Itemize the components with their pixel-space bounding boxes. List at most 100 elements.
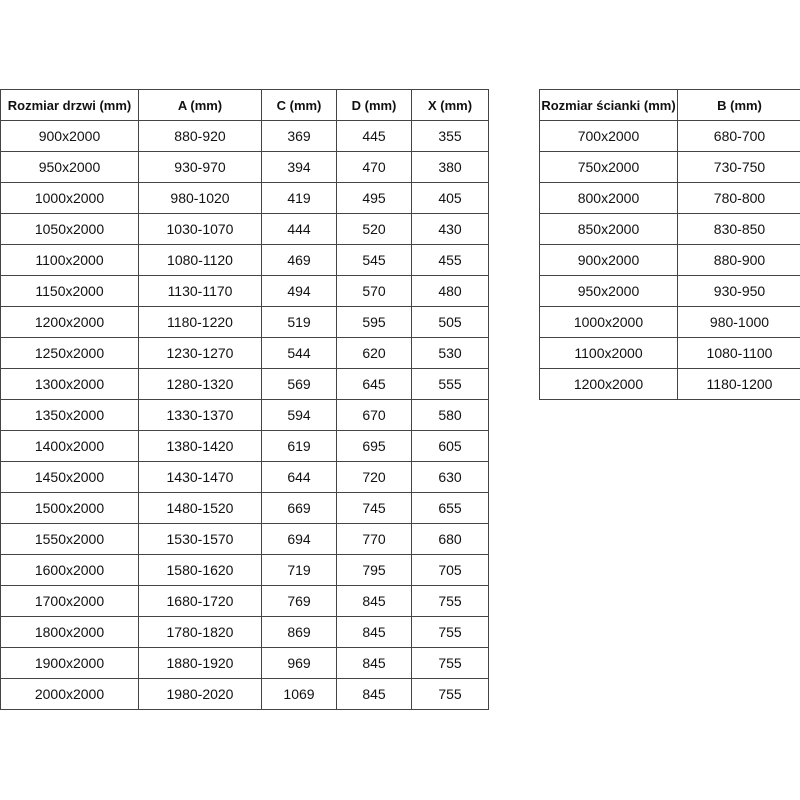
table-row: 1050x2000 1030-1070 444 520 430 (0, 213, 489, 245)
table-cell: 719 (261, 554, 337, 586)
table-cell: 405 (411, 182, 489, 214)
table-cell: 705 (411, 554, 489, 586)
table-cell: 795 (336, 554, 412, 586)
table-cell: 670 (336, 399, 412, 431)
table-row: 900x2000 880-920 369 445 355 (0, 120, 489, 152)
column-header: B (mm) (677, 89, 800, 121)
table-cell: 430 (411, 213, 489, 245)
column-header: Rozmiar drzwi (mm) (0, 89, 139, 121)
table-cell: 845 (336, 616, 412, 648)
table-cell: 1000x2000 (539, 306, 678, 338)
table-row: 1500x2000 1480-1520 669 745 655 (0, 492, 489, 524)
column-header: X (mm) (411, 89, 489, 121)
table-cell: 570 (336, 275, 412, 307)
table-cell: 845 (336, 647, 412, 679)
table-row: 1550x2000 1530-1570 694 770 680 (0, 523, 489, 555)
table-cell: 694 (261, 523, 337, 555)
table-cell: 1800x2000 (0, 616, 139, 648)
table-cell: 880-900 (677, 244, 800, 276)
table-header-row: Rozmiar drzwi (mm) A (mm) C (mm) D (mm) X (m… (0, 89, 489, 121)
table-cell: 1450x2000 (0, 461, 139, 493)
table-cell: 980-1020 (138, 182, 262, 214)
table-cell: 519 (261, 306, 337, 338)
table-cell: 530 (411, 337, 489, 369)
table-cell: 750x2000 (539, 151, 678, 183)
table-row: 900x2000 880-900 (539, 244, 800, 276)
table-cell: 1780-1820 (138, 616, 262, 648)
table-cell: 1080-1100 (677, 337, 800, 369)
table-cell: 850x2000 (539, 213, 678, 245)
table-cell: 1280-1320 (138, 368, 262, 400)
table-cell: 495 (336, 182, 412, 214)
table-row: 950x2000 930-970 394 470 380 (0, 151, 489, 183)
table-cell: 1400x2000 (0, 430, 139, 462)
table-cell: 755 (411, 585, 489, 617)
table-cell: 969 (261, 647, 337, 679)
column-header: C (mm) (261, 89, 337, 121)
table-cell: 2000x2000 (0, 678, 139, 710)
table-cell: 1600x2000 (0, 554, 139, 586)
table-cell: 1080-1120 (138, 244, 262, 276)
table-cell: 1180-1220 (138, 306, 262, 338)
table-cell: 644 (261, 461, 337, 493)
table-cell: 1550x2000 (0, 523, 139, 555)
table-cell: 1100x2000 (0, 244, 139, 276)
table-cell: 720 (336, 461, 412, 493)
table-cell: 1580-1620 (138, 554, 262, 586)
table-cell: 445 (336, 120, 412, 152)
table-cell: 355 (411, 120, 489, 152)
table-cell: 755 (411, 647, 489, 679)
table-cell: 845 (336, 678, 412, 710)
table-cell: 680-700 (677, 120, 800, 152)
table-cell: 1180-1200 (677, 368, 800, 400)
table-cell: 780-800 (677, 182, 800, 214)
table-row: 850x2000 830-850 (539, 213, 800, 245)
table-row: 1100x2000 1080-1100 (539, 337, 800, 369)
door-size-table: Rozmiar drzwi (mm) A (mm) C (mm) D (mm) X (m… (0, 89, 489, 710)
table-cell: 900x2000 (539, 244, 678, 276)
table-row: 1200x2000 1180-1220 519 595 505 (0, 306, 489, 338)
table-cell: 869 (261, 616, 337, 648)
table-cell: 730-750 (677, 151, 800, 183)
table-cell: 1050x2000 (0, 213, 139, 245)
table-cell: 394 (261, 151, 337, 183)
table-row: 1000x2000 980-1000 (539, 306, 800, 338)
column-header: A (mm) (138, 89, 262, 121)
wall-size-table: Rozmiar ścianki (mm) B (mm) 700x2000 680-7… (539, 89, 800, 400)
table-cell: 1250x2000 (0, 337, 139, 369)
table-cell: 620 (336, 337, 412, 369)
table-cell: 1300x2000 (0, 368, 139, 400)
table-cell: 755 (411, 616, 489, 648)
table-cell: 1880-1920 (138, 647, 262, 679)
table-cell: 594 (261, 399, 337, 431)
table-row: 1400x2000 1380-1420 619 695 605 (0, 430, 489, 462)
table-cell: 1200x2000 (0, 306, 139, 338)
table-cell: 669 (261, 492, 337, 524)
table-row: 1250x2000 1230-1270 544 620 530 (0, 337, 489, 369)
table-row: 1100x2000 1080-1120 469 545 455 (0, 244, 489, 276)
table-cell: 700x2000 (539, 120, 678, 152)
table-cell: 1380-1420 (138, 430, 262, 462)
table-cell: 1900x2000 (0, 647, 139, 679)
table-cell: 1230-1270 (138, 337, 262, 369)
table-cell: 520 (336, 213, 412, 245)
table-cell: 1350x2000 (0, 399, 139, 431)
table-row: 1150x2000 1130-1170 494 570 480 (0, 275, 489, 307)
table-cell: 595 (336, 306, 412, 338)
table-cell: 645 (336, 368, 412, 400)
table-cell: 545 (336, 244, 412, 276)
table-cell: 1100x2000 (539, 337, 678, 369)
table-row: 750x2000 730-750 (539, 151, 800, 183)
table-cell: 569 (261, 368, 337, 400)
table-cell: 544 (261, 337, 337, 369)
table-row: 1000x2000 980-1020 419 495 405 (0, 182, 489, 214)
table-cell: 845 (336, 585, 412, 617)
table-row: 1700x2000 1680-1720 769 845 755 (0, 585, 489, 617)
table-row: 1200x2000 1180-1200 (539, 368, 800, 400)
table-cell: 444 (261, 213, 337, 245)
table-cell: 880-920 (138, 120, 262, 152)
table-cell: 1000x2000 (0, 182, 139, 214)
table-cell: 470 (336, 151, 412, 183)
table-cell: 1200x2000 (539, 368, 678, 400)
table-cell: 580 (411, 399, 489, 431)
